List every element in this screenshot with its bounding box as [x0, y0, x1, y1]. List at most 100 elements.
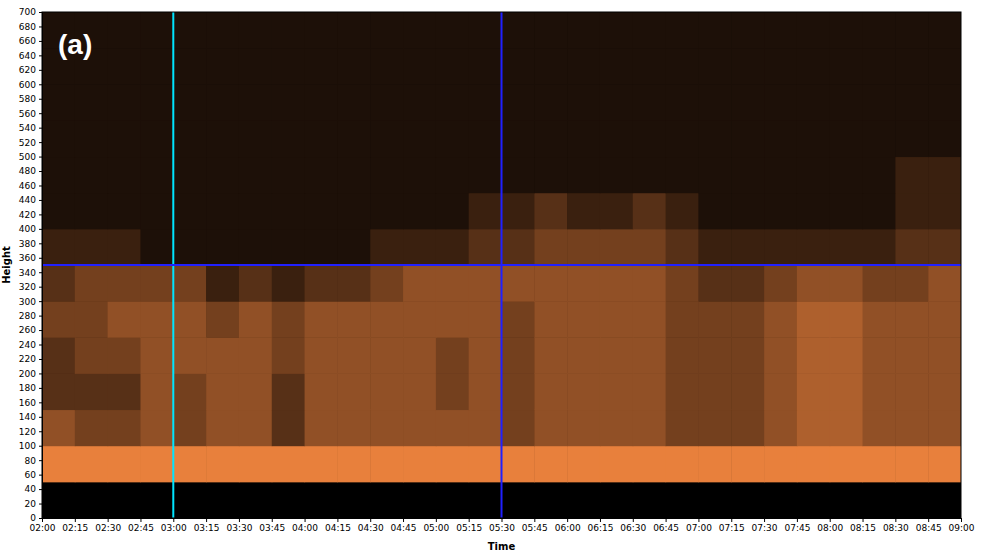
heat-cell	[698, 193, 731, 230]
heat-cell	[928, 373, 961, 410]
heat-cell	[469, 157, 502, 194]
heat-cell	[305, 12, 338, 49]
heat-cell	[797, 48, 830, 85]
heat-cell	[830, 157, 863, 194]
heat-cell	[436, 193, 469, 230]
heat-cell	[830, 446, 863, 483]
y-tick: 160	[19, 398, 42, 408]
heat-cell	[305, 446, 338, 483]
y-tick-label: 200	[19, 369, 36, 379]
heat-cell	[600, 482, 633, 518]
heat-cell	[502, 265, 535, 302]
x-tick-mark	[370, 518, 371, 522]
x-tick-label: 03:00	[161, 523, 187, 533]
heat-cell	[108, 193, 141, 230]
y-tick: 640	[19, 51, 42, 61]
heat-cell	[764, 84, 797, 121]
heat-cell	[370, 84, 403, 121]
y-axis: 0204060801001201401601802002202402602803…	[19, 7, 43, 523]
heat-cell	[600, 229, 633, 266]
heat-cell	[928, 337, 961, 374]
heat-cell	[600, 84, 633, 121]
heat-cell	[502, 446, 535, 483]
heat-cell	[502, 482, 535, 518]
heat-cell	[337, 337, 370, 374]
heat-cell	[206, 120, 239, 157]
heat-cell	[863, 482, 896, 518]
heat-cell	[863, 265, 896, 302]
heat-cell	[305, 193, 338, 230]
heat-cell	[830, 229, 863, 266]
heat-cell	[206, 84, 239, 121]
heat-cell	[206, 193, 239, 230]
heat-cell	[567, 193, 600, 230]
heat-cell	[305, 337, 338, 374]
heat-cell	[75, 373, 108, 410]
heat-cell	[305, 373, 338, 410]
heat-cell	[206, 301, 239, 338]
heat-cell	[239, 337, 272, 374]
heat-cell	[173, 482, 206, 518]
x-tick-mark	[239, 518, 240, 522]
x-tick: 08:00	[817, 518, 843, 533]
heat-cell	[797, 265, 830, 302]
y-tick: 100	[19, 441, 42, 451]
heat-cell	[731, 84, 764, 121]
y-tick: 320	[19, 282, 42, 292]
heat-cell	[272, 265, 305, 302]
x-tick-label: 02:00	[30, 523, 56, 533]
heat-cell	[239, 446, 272, 483]
heat-cell	[272, 120, 305, 157]
heat-cell	[108, 12, 141, 49]
heat-cell	[206, 482, 239, 518]
heat-cell	[567, 84, 600, 121]
heat-cell	[108, 337, 141, 374]
heat-cell	[534, 446, 567, 483]
heat-cell	[370, 120, 403, 157]
heat-cell	[206, 337, 239, 374]
heat-cell	[108, 446, 141, 483]
heat-cell	[239, 229, 272, 266]
heat-cell	[75, 446, 108, 483]
heat-cell	[305, 301, 338, 338]
heat-cell	[272, 48, 305, 85]
heat-cell	[403, 265, 436, 302]
heat-cell	[534, 157, 567, 194]
heat-cell	[731, 373, 764, 410]
y-tick-label: 40	[25, 484, 37, 494]
x-tick-label: 05:45	[522, 523, 548, 533]
x-axis-title: Time	[488, 541, 516, 552]
heat-cell	[140, 12, 173, 49]
heat-cell	[731, 337, 764, 374]
heat-cell	[764, 301, 797, 338]
heat-cell	[863, 410, 896, 447]
heat-cell	[928, 120, 961, 157]
y-tick: 560	[19, 109, 42, 119]
heat-cell	[305, 48, 338, 85]
y-tick-label: 420	[19, 210, 36, 220]
y-tick: 20	[25, 499, 42, 509]
heat-cell	[436, 482, 469, 518]
heat-cell	[305, 120, 338, 157]
heat-cell	[173, 157, 206, 194]
heat-cell	[173, 410, 206, 447]
heat-cell	[928, 193, 961, 230]
plot-area	[42, 12, 961, 518]
y-tick-label: 660	[19, 36, 36, 46]
heat-cell	[797, 482, 830, 518]
x-tick: 06:00	[555, 518, 581, 533]
heat-cell	[337, 12, 370, 49]
y-tick: 40	[25, 484, 42, 494]
heat-cell	[895, 193, 928, 230]
heat-cell	[633, 193, 666, 230]
heat-cell	[206, 373, 239, 410]
x-tick: 07:30	[752, 518, 778, 533]
heat-cell	[764, 229, 797, 266]
heat-cell	[600, 301, 633, 338]
y-tick-label: 580	[19, 94, 36, 104]
heat-cell	[272, 229, 305, 266]
heat-cell	[42, 373, 75, 410]
heat-cell	[42, 265, 75, 302]
heat-cell	[666, 157, 699, 194]
x-tick: 05:00	[423, 518, 449, 533]
